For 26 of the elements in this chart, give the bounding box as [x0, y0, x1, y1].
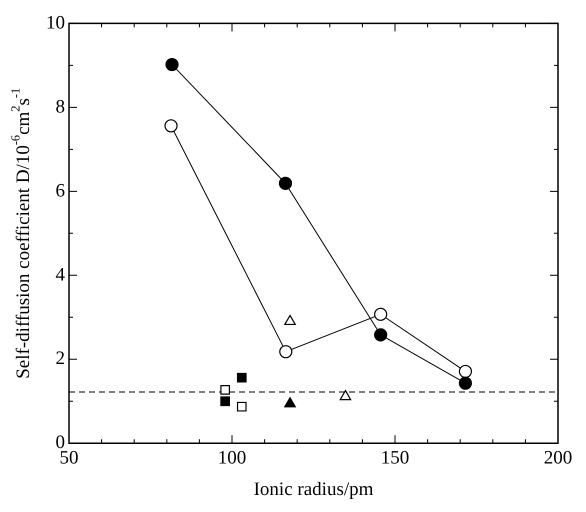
- y-tick-label: 6: [56, 180, 65, 202]
- point: [164, 119, 178, 132]
- point: [340, 390, 352, 400]
- point: [374, 308, 388, 321]
- point: [279, 345, 292, 358]
- x-tick-label: 150: [380, 448, 410, 469]
- point: [458, 364, 472, 378]
- y-tick-label: 10: [46, 12, 65, 34]
- y-tick-label: 4: [56, 264, 66, 286]
- point: [220, 385, 230, 395]
- point: [220, 396, 230, 406]
- point: [165, 58, 179, 72]
- point: [458, 376, 472, 390]
- point: [284, 397, 296, 408]
- y-tick-label: 8: [56, 96, 65, 118]
- point: [374, 328, 388, 342]
- x-axis-title: Ionic radius/pm: [254, 478, 374, 500]
- point: [236, 402, 247, 412]
- x-tick-label: 50: [60, 448, 78, 469]
- x-tick-label: 100: [218, 448, 246, 469]
- y-tick-label: 2: [56, 348, 65, 370]
- x-tick-label: 200: [544, 448, 572, 469]
- point: [236, 372, 247, 383]
- point: [278, 176, 292, 190]
- point: [284, 314, 296, 326]
- y-axis-title: Self-diffusion coefficient D/10-6cm2s-1: [8, 88, 34, 379]
